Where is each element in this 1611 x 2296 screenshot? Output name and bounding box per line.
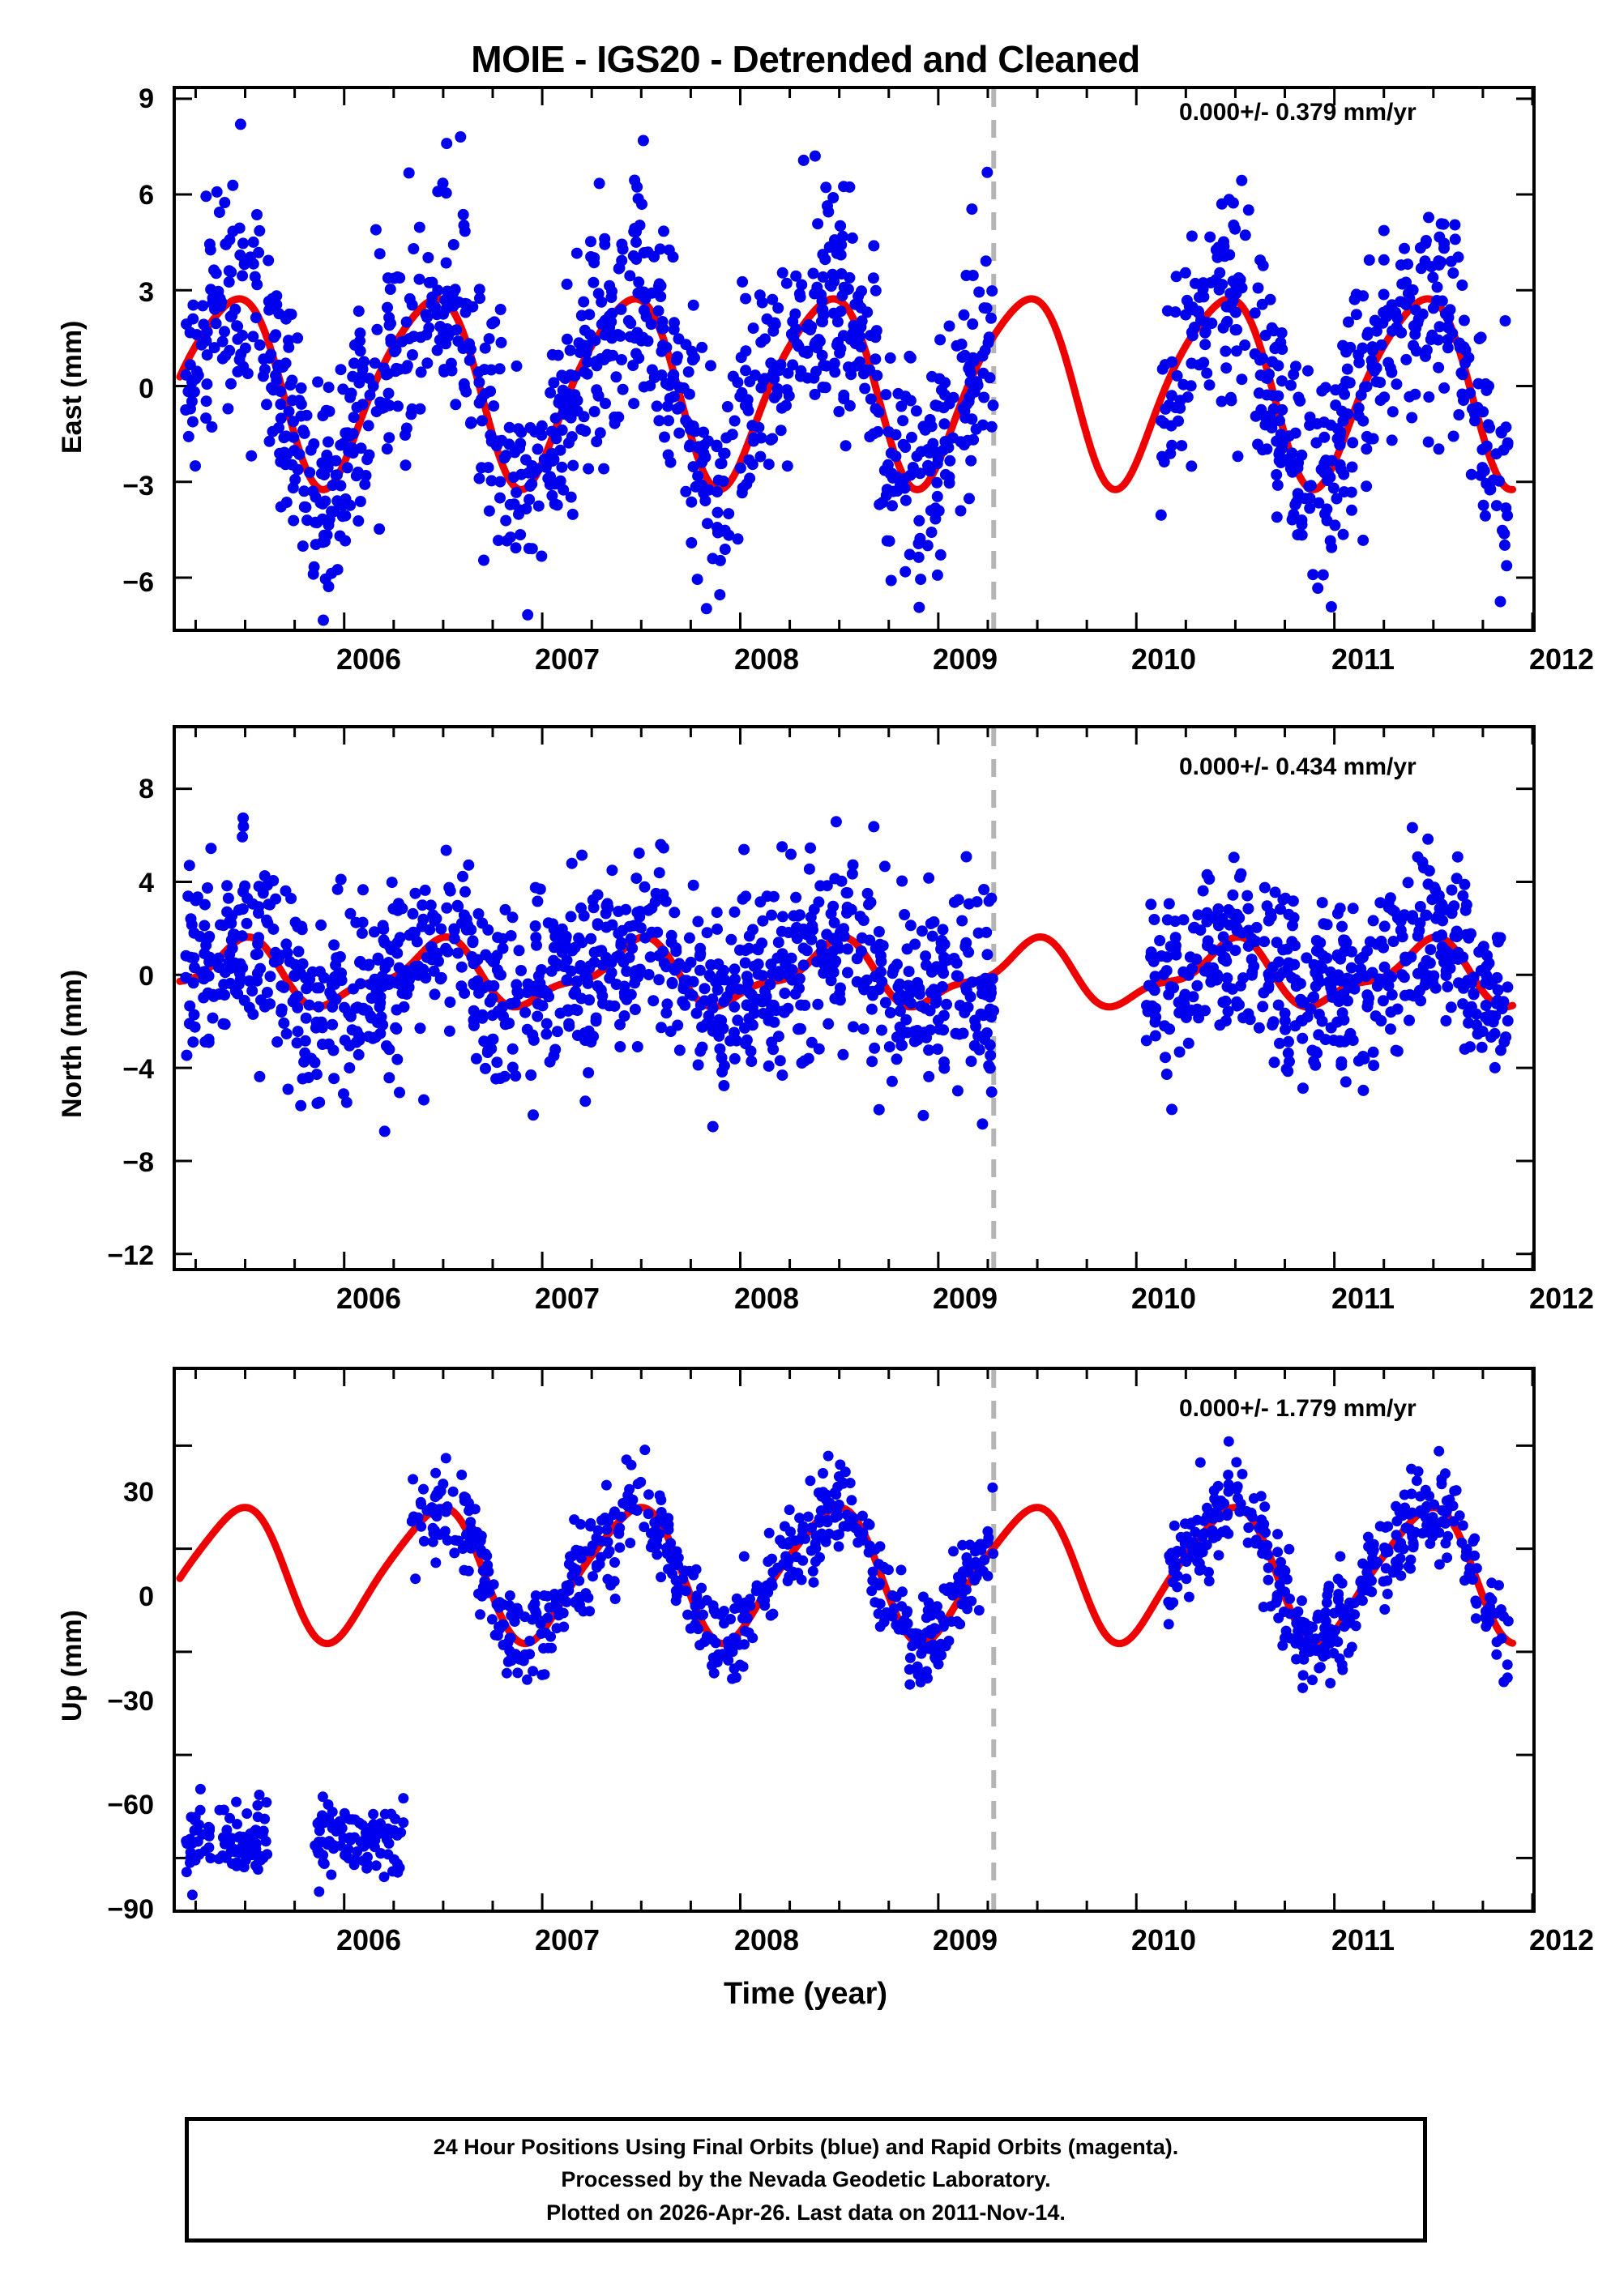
y-tick-up-2: −30	[107, 1686, 154, 1717]
y-tick-east-3: 0	[139, 373, 154, 404]
x-tick-up-2006: 2006	[335, 1923, 402, 1957]
x-tick-north-2010: 2010	[1130, 1282, 1197, 1315]
x-axis-up: 2006 2007 2008 2009 2010 2011 2012	[0, 0, 1611, 1957]
x-axis-title: Time (year)	[723, 1977, 888, 2011]
x-tick-up-2012: 2012	[1528, 1923, 1595, 1957]
y-axis-label-north: North (mm)	[57, 969, 88, 1118]
x-tick-up-2010: 2010	[1130, 1923, 1197, 1957]
x-tick-east-2007: 2007	[534, 642, 600, 676]
y-tick-east-1: 6	[139, 180, 154, 211]
plot-area-up	[173, 1367, 1536, 1913]
plot-area-east	[173, 86, 1536, 632]
y-tick-up-1: 0	[139, 1581, 154, 1612]
x-tick-east-2008: 2008	[733, 642, 800, 676]
caption-box: 24 Hour Positions Using Final Orbits (bl…	[185, 2117, 1427, 2243]
panel-north: North (mm) 0.000+/- 0.434 mm/yr 8 4 0 −4…	[0, 0, 1611, 1271]
y-tick-east-0: 9	[139, 83, 154, 114]
y-tick-up-3: −60	[107, 1790, 154, 1820]
panel-up: Up (mm) 0.000+/- 1.779 mm/yr 30 0 −30 −6…	[0, 0, 1611, 1925]
y-tick-north-0: 8	[139, 774, 154, 804]
rate-annotation-east: 0.000+/- 0.379 mm/yr	[1179, 99, 1417, 126]
x-tick-up-2011: 2011	[1331, 1923, 1395, 1957]
caption-line-1: 24 Hour Positions Using Final Orbits (bl…	[433, 2134, 1179, 2159]
x-tick-east-2010: 2010	[1130, 642, 1197, 676]
chart-canvas-north	[176, 728, 1532, 1268]
y-tick-north-3: −4	[122, 1054, 154, 1085]
x-tick-north-2006: 2006	[335, 1282, 402, 1315]
caption-line-3: Plotted on 2026-Apr-26. Last data on 201…	[546, 2200, 1066, 2225]
x-tick-north-2011: 2011	[1331, 1282, 1395, 1315]
y-tick-up-0: 30	[123, 1477, 154, 1508]
x-tick-north-2009: 2009	[932, 1282, 998, 1315]
rate-annotation-north: 0.000+/- 0.434 mm/yr	[1179, 753, 1417, 780]
y-tick-north-4: −8	[122, 1147, 154, 1178]
x-tick-up-2007: 2007	[534, 1923, 600, 1957]
x-tick-up-2008: 2008	[733, 1923, 800, 1957]
page-title: MOIE - IGS20 - Detrended and Cleaned	[471, 38, 1140, 80]
y-tick-east-5: −6	[122, 567, 154, 598]
x-tick-north-2008: 2008	[733, 1282, 800, 1315]
caption-line-2: Processed by the Nevada Geodetic Laborat…	[561, 2167, 1051, 2192]
rate-annotation-up: 0.000+/- 1.779 mm/yr	[1179, 1395, 1417, 1422]
chart-canvas-up	[176, 1370, 1532, 1910]
x-tick-east-2012: 2012	[1528, 642, 1595, 676]
y-tick-north-2: 0	[139, 961, 154, 992]
x-axis-east: 2006 2007 2008 2009 2010 2011 2012	[0, 0, 1611, 676]
x-tick-east-2011: 2011	[1331, 642, 1395, 676]
x-tick-east-2009: 2009	[932, 642, 998, 676]
chart-canvas-east	[176, 89, 1532, 629]
plot-area-north	[173, 725, 1536, 1271]
y-tick-east-4: −3	[122, 471, 154, 501]
x-axis-north: 2006 2007 2008 2009 2010 2011 2012	[0, 0, 1611, 1315]
panel-east: East (mm) 0.000+/- 0.379 mm/yr 9 6 3 0 −…	[0, 0, 1611, 632]
x-tick-north-2007: 2007	[534, 1282, 600, 1315]
x-tick-up-2009: 2009	[932, 1923, 998, 1957]
y-tick-north-5: −12	[107, 1240, 154, 1271]
y-tick-north-1: 4	[139, 868, 154, 898]
x-tick-east-2006: 2006	[335, 642, 402, 676]
y-tick-up-4: −90	[107, 1894, 154, 1925]
x-tick-north-2012: 2012	[1528, 1282, 1595, 1315]
y-tick-east-2: 3	[139, 277, 154, 308]
